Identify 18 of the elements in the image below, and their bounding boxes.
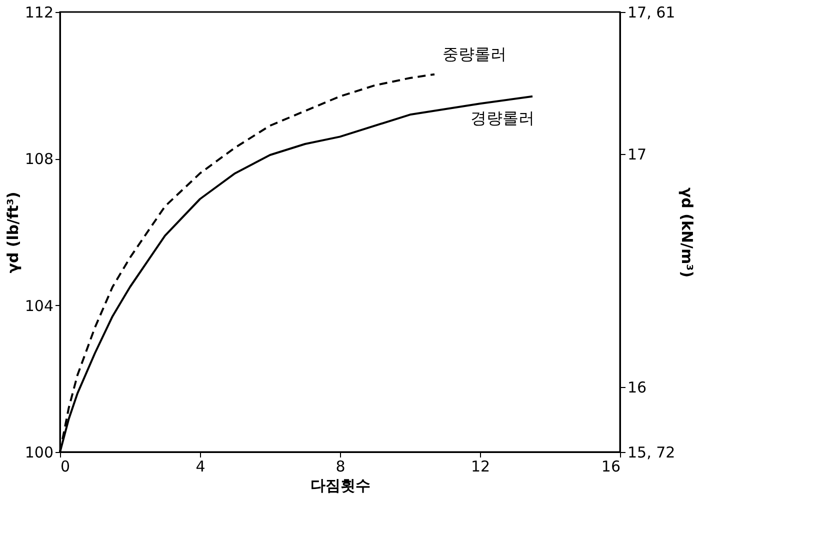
y2-axis-title: γd (kN/m³) [678, 187, 696, 278]
y-tick-label: 100 [24, 444, 54, 462]
y-tick-label: 112 [24, 4, 54, 22]
y2-tick-label: 15, 72 [628, 444, 676, 462]
x-tick-label: 4 [196, 458, 206, 476]
x-axis-title: 다짐횟수 [310, 476, 370, 494]
y2-tick-label: 17 [628, 146, 647, 164]
series-label: 경량롤러 [470, 108, 534, 128]
x-tick-label: 8 [336, 458, 346, 476]
x-tick-label: 12 [470, 458, 490, 476]
y2-tick-label: 16 [628, 378, 647, 396]
series-label: 중량롤러 [442, 44, 506, 64]
y-axis-title: γd (lb/ft³) [4, 192, 22, 274]
y2-tick-label: 17, 61 [628, 4, 676, 22]
x-tick-label: 16 [601, 458, 620, 476]
y-tick-label: 108 [24, 150, 54, 168]
y-tick-label: 104 [24, 296, 54, 315]
x-tick-label: 0 [60, 458, 70, 476]
